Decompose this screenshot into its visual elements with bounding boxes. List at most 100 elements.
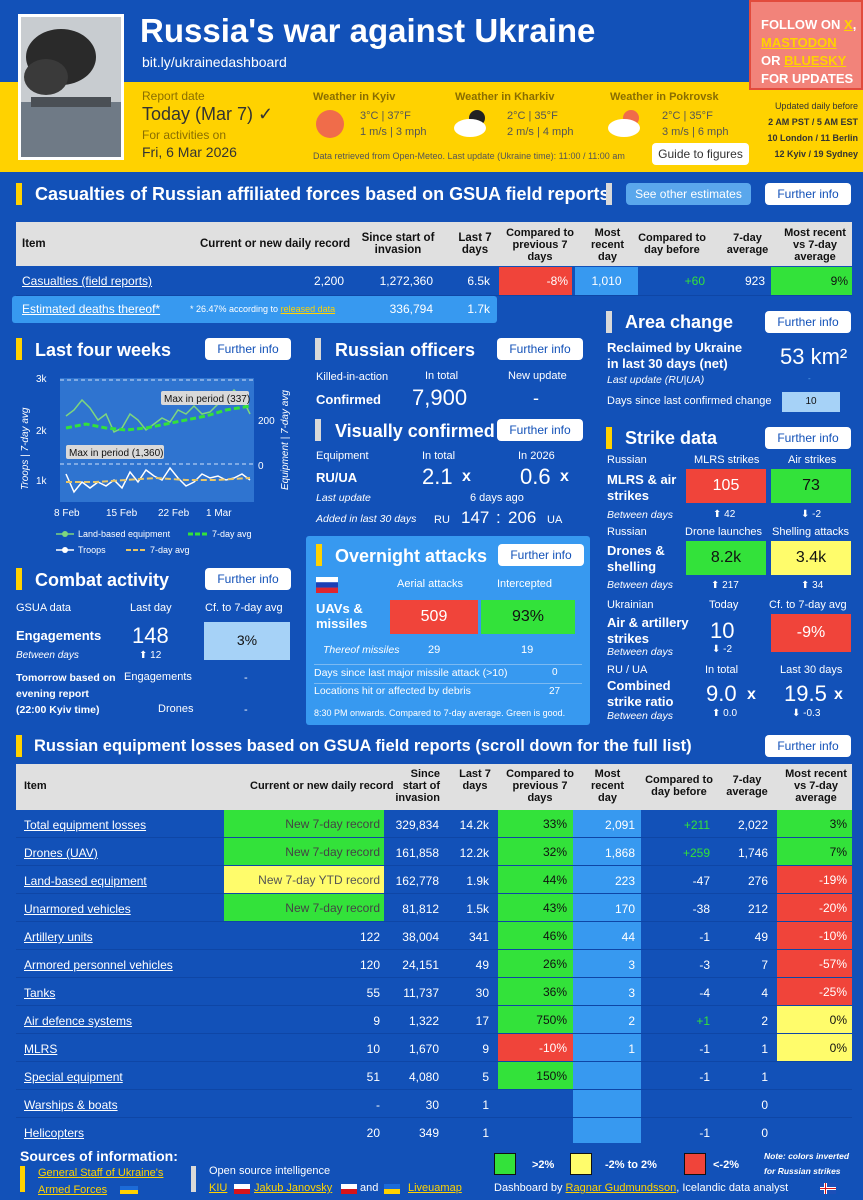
between-days: Between days (607, 509, 673, 521)
vs-avg-value: -20% (777, 894, 852, 921)
kiu-link[interactable]: KIU (209, 1182, 228, 1194)
row-divider (16, 977, 852, 978)
since-value: 4,080 (408, 1070, 439, 1084)
deaths-link[interactable]: Estimated deaths thereof* (22, 302, 161, 316)
area-last-update: Last update (RU|UA) (607, 374, 705, 386)
recent-value: 223 (614, 874, 635, 888)
day-before-value: +211 (683, 818, 710, 832)
ru-value: 147 (461, 508, 490, 527)
row-divider (16, 1033, 852, 1034)
deaths-row (12, 296, 497, 323)
record-value: 10 (366, 1042, 380, 1056)
weather-pokrovsk-wind: 3 m/s | 6 mph (662, 126, 729, 138)
four-weeks-further-button[interactable]: Further info (205, 338, 291, 360)
recent-value: 1,868 (604, 846, 635, 860)
artillery-delta: ⬇ -2 (712, 644, 733, 655)
vs-avg-value: -10% (777, 922, 852, 949)
section-marker (16, 568, 22, 590)
row-divider (16, 837, 852, 838)
updated-note: Updated daily before 2 AM PST / 5 AM EST… (752, 98, 858, 162)
last-update-label: Last update (316, 492, 371, 504)
general-staff-link[interactable]: General Staff of Ukraine's Armed Forces (38, 1167, 164, 1196)
equipment-item-link[interactable]: Artillery units (24, 930, 93, 944)
equipment-item-link[interactable]: Tanks (24, 986, 56, 1000)
sun-icon (316, 110, 344, 138)
ruua-label: RU / UA (607, 664, 648, 676)
col-record: Current or new daily record (200, 238, 351, 250)
other-estimates-button[interactable]: See other estimates (626, 183, 751, 205)
equipment-label: Equipment (316, 450, 369, 462)
intercepted-value: 93% (481, 600, 575, 634)
y-axis-right-label: Equipment | 7-day avg (280, 390, 291, 490)
strike-further-button[interactable]: Further info (765, 427, 851, 449)
updated-line: 10 London / 11 Berlin (767, 133, 858, 143)
report-date-label: Report date (142, 89, 205, 103)
weather-kharkiv-label: Weather in Kharkiv (455, 91, 555, 103)
equipment-item-link[interactable]: Special equipment (24, 1070, 123, 1084)
equipment-item-link[interactable]: Total equipment losses (24, 818, 147, 832)
weather-kyiv-wind: 1 m/s | 3 mph (360, 126, 427, 138)
avg-value: 0 (761, 1126, 768, 1140)
in-total-label: In total (425, 370, 459, 382)
area-further-button[interactable]: Further info (765, 311, 851, 333)
dashboard-credit: Dashboard by Ragnar Gudmundsson, Iceland… (494, 1182, 788, 1194)
equipment-item-link[interactable]: Helicopters (24, 1126, 85, 1140)
last7-value: 6.5k (467, 274, 490, 288)
deaths-note: * 26.47% according to released data (190, 304, 335, 314)
guide-button[interactable]: Guide to figures (652, 143, 749, 165)
record-value: 20 (366, 1126, 380, 1140)
equipment-further-button[interactable]: Further info (765, 735, 851, 757)
equipment-item-link[interactable]: Air defence systems (24, 1014, 133, 1028)
equipment-item-link[interactable]: Armored personnel vehicles (24, 958, 173, 972)
since-value: 349 (418, 1126, 439, 1140)
drone-delta: ⬆ 217 (711, 580, 739, 591)
osint-label: Open source intelligence (209, 1165, 331, 1177)
janovsky-link[interactable]: Jakub Janovsky (254, 1182, 333, 1194)
equipment-item-link[interactable]: Unarmored vehicles (24, 902, 131, 916)
equipment-item-link[interactable]: Warships & boats (24, 1098, 118, 1112)
visual-further-button[interactable]: Further info (497, 419, 583, 441)
ru-label: RU (434, 514, 450, 526)
day-before-value: -3 (699, 958, 710, 972)
record-value: New 7-day record (224, 838, 384, 865)
combined-delta: ⬆ 0.0 (712, 708, 738, 719)
compared-value: 46% (498, 922, 573, 949)
col-avg: 7-day average (726, 232, 769, 256)
footer (0, 1143, 863, 1200)
ua-value: 206 (508, 508, 537, 527)
last7-value: 1.9k (466, 874, 489, 888)
vs-avg-value (777, 1090, 852, 1117)
released-data-link[interactable]: released data (280, 304, 336, 314)
combat-further-button[interactable]: Further info (205, 568, 291, 590)
mastodon-link[interactable]: MASTODON (761, 35, 837, 50)
avg-value: 1,746 (737, 846, 768, 860)
ytick-right: 0 (258, 461, 264, 472)
compared-value: 43% (498, 894, 573, 921)
shell-value: 3.4k (771, 541, 851, 575)
ruua-label: RU/UA (316, 470, 358, 485)
officers-further-button[interactable]: Further info (497, 338, 583, 360)
equipment-item-link[interactable]: Land-based equipment (24, 874, 147, 888)
casualties-further-button[interactable]: Further info (765, 183, 851, 205)
bluesky-link[interactable]: BLUESKY (784, 53, 847, 68)
check-icon: ✓ (258, 104, 274, 124)
russian-label: Russian (607, 454, 647, 466)
engagements-pct: 3% (204, 622, 290, 660)
ship-smoke-image (21, 17, 121, 157)
equipment-item-link[interactable]: MLRS (24, 1042, 58, 1056)
last-day-label: Last day (130, 602, 172, 614)
header-photo (18, 14, 124, 160)
overnight-further-button[interactable]: Further info (498, 544, 584, 566)
artillery-pct: -9% (771, 614, 851, 652)
day-before-value: -1 (699, 1070, 710, 1084)
x-link[interactable]: X (844, 17, 853, 32)
equipment-item-link[interactable]: Drones (UAV) (24, 846, 98, 860)
author-link[interactable]: Ragnar Gudmundsson (565, 1182, 677, 1194)
since-value: 24,151 (402, 958, 439, 972)
dashboard-link[interactable]: bit.ly/ukrainedashboard (142, 54, 287, 70)
liveuamap-link[interactable]: Liveuamap (408, 1182, 462, 1194)
casualties-link[interactable]: Casualties (field reports) (22, 274, 153, 288)
avg-value: 2,022 (737, 818, 768, 832)
legend-item: Troops (78, 545, 106, 555)
tomorrow-engagements: Engagements (124, 671, 192, 683)
